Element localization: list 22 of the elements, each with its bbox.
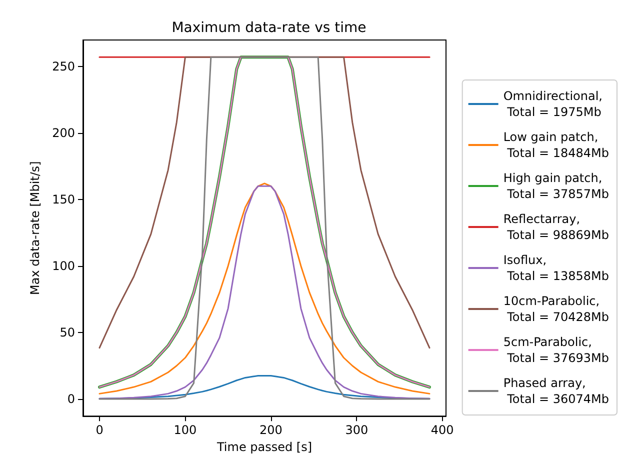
x-axis-title: Time passed [s]	[216, 440, 312, 454]
legend-label: Phased array, Total = 36074Mb	[503, 376, 610, 406]
x-tick-label: 100	[174, 423, 197, 438]
y-tick-label: 100	[52, 258, 75, 273]
y-axis-title: Max data-rate [Mbit/s]	[28, 161, 42, 295]
y-tick-label: 50	[60, 325, 75, 340]
y-tick-label: 250	[52, 59, 75, 74]
legend-label: Omnidirectional, Total = 1975Mb	[503, 89, 603, 119]
legend-label: Isoflux, Total = 13858Mb	[503, 253, 610, 283]
x-tick-label: 300	[345, 423, 368, 438]
chart-title: Maximum data-rate vs time	[172, 20, 366, 36]
legend-label: Low gain patch, Total = 18484Mb	[503, 130, 610, 160]
legend-label: High gain patch, Total = 37857Mb	[503, 171, 610, 201]
legend-label: 10cm-Parabolic, Total = 70428Mb	[503, 294, 610, 324]
x-tick-label: 0	[96, 423, 104, 438]
legend-label: Reflectarray, Total = 98869Mb	[503, 212, 610, 242]
legend-label: 5cm-Parabolic, Total = 37693Mb	[503, 335, 610, 365]
x-tick-label: 400	[430, 423, 454, 438]
y-tick-label: 150	[52, 192, 75, 206]
y-tick-label: 200	[52, 126, 75, 140]
x-tick-label: 200	[259, 423, 282, 438]
y-tick-label: 0	[67, 392, 75, 406]
